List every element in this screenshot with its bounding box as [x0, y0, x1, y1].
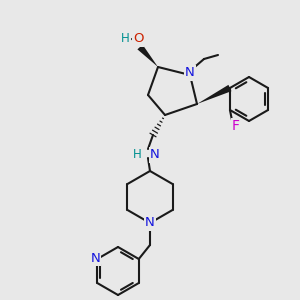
Text: O: O	[133, 32, 143, 46]
Polygon shape	[137, 45, 158, 67]
Text: N: N	[145, 217, 155, 230]
Text: N: N	[90, 251, 100, 265]
Text: N: N	[185, 67, 195, 80]
Text: H: H	[121, 32, 130, 46]
Text: N: N	[150, 148, 160, 161]
Text: F: F	[232, 119, 240, 133]
Text: H: H	[133, 148, 142, 161]
Polygon shape	[197, 85, 232, 104]
